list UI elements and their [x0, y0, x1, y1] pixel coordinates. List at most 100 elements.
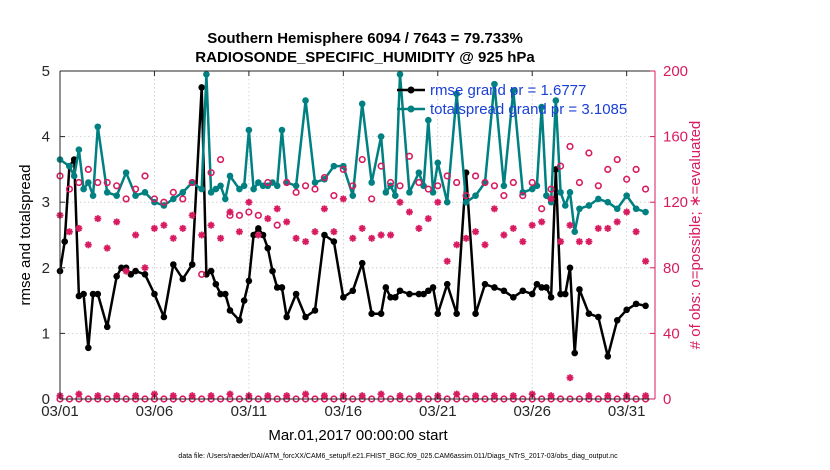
- obs-possible-point: [443, 172, 451, 180]
- obs-evaluated-point: [283, 218, 291, 226]
- obs-evaluated-point: [415, 224, 423, 232]
- obs-evaluated-point: [632, 228, 640, 236]
- totalspread-point: [311, 179, 319, 186]
- totalspread-point: [406, 189, 413, 196]
- footer-data-file: data file: /Users/raeder/DAI/ATM_forcXX/…: [178, 453, 618, 460]
- totalspread-point: [632, 205, 640, 213]
- rmse-point: [358, 259, 366, 267]
- obs-possible-point: [283, 178, 291, 187]
- totalspread-point: [595, 195, 602, 203]
- totalspread-point: [221, 195, 229, 203]
- obs-evaluated-point: [226, 390, 234, 398]
- rmse-point: [302, 313, 309, 321]
- rmse-point: [151, 290, 158, 298]
- obs-evaluated-point: [472, 228, 480, 236]
- obs-evaluated-point: [585, 392, 593, 400]
- totalspread-point: [561, 202, 569, 209]
- series-obs_possible: [56, 142, 650, 278]
- obs-evaluated-point: [94, 215, 102, 223]
- legend-spread-marker: [407, 105, 415, 113]
- totalspread-point: [462, 198, 470, 206]
- totalspread-point: [382, 189, 390, 196]
- obs-evaluated-point: [453, 241, 461, 249]
- obs-evaluated-point: [311, 228, 319, 236]
- totalspread-point: [217, 182, 224, 190]
- x-tick-label: 03/26: [513, 403, 551, 420]
- rmse-point: [533, 280, 541, 288]
- series-obs_evaluated: [56, 195, 650, 275]
- obs-evaluated-point: [377, 390, 385, 398]
- obs-possible-point: [575, 178, 584, 187]
- obs-possible-point: [141, 172, 149, 180]
- rmse-point: [273, 284, 281, 291]
- totalspread-point: [528, 185, 536, 193]
- rmse-point: [623, 306, 630, 314]
- obs-evaluated-point: [217, 234, 225, 242]
- rmse-point: [528, 290, 536, 298]
- obs-evaluated-point: [188, 392, 196, 400]
- totalspread-point: [203, 70, 210, 78]
- totalspread-point: [66, 162, 73, 170]
- y-left-tick-label: 1: [42, 325, 50, 342]
- obs-possible-point: [179, 195, 187, 203]
- totalspread-point: [75, 146, 83, 154]
- obs-evaluated-point: [424, 215, 432, 223]
- obs-possible-point: [75, 178, 83, 187]
- obs-possible-point: [613, 155, 621, 164]
- rmse-point: [429, 284, 437, 291]
- totalspread-point: [94, 123, 102, 131]
- obs-evaluated-point: [320, 205, 328, 213]
- totalspread-point: [557, 189, 564, 196]
- rmse-point: [382, 284, 390, 291]
- obs-possible-point: [188, 178, 196, 187]
- totalspread-point: [273, 182, 281, 190]
- obs-possible-point: [216, 155, 225, 164]
- obs-possible-point: [623, 175, 631, 183]
- obs-possible-point: [594, 182, 602, 190]
- obs-evaluated-point: [235, 228, 243, 236]
- obs-possible-point: [301, 182, 310, 190]
- legend-rmse-label: rmse grand pr = 1.6777: [430, 82, 586, 99]
- legend: rmse grand pr = 1.6777 totalspread grand…: [397, 82, 627, 118]
- rmse-point: [226, 307, 234, 314]
- obs-possible-point: [264, 178, 272, 187]
- totalspread-point: [623, 192, 630, 199]
- totalspread-point: [240, 182, 248, 190]
- rmse-point: [264, 244, 272, 252]
- totalspread-point: [255, 179, 262, 186]
- rmse-point: [377, 310, 385, 318]
- obs-possible-point: [453, 178, 461, 187]
- obs-evaluated-point: [642, 392, 650, 400]
- obs-possible-point: [368, 195, 376, 203]
- totalspread-point: [434, 159, 442, 167]
- totalspread-point: [179, 189, 187, 196]
- obs-evaluated-point: [103, 244, 111, 252]
- rmse-point: [420, 290, 427, 298]
- obs-evaluated-point: [169, 234, 177, 242]
- obs-evaluated-point: [434, 198, 442, 206]
- obs-evaluated-point: [339, 195, 347, 203]
- totalspread-point: [141, 189, 149, 196]
- obs-evaluated-point: [132, 392, 140, 400]
- totalspread-point: [170, 195, 177, 203]
- rmse-point: [259, 231, 267, 239]
- x-axis-label: Mar.01,2017 00:00:00 start: [268, 427, 448, 444]
- obs-possible-point: [566, 142, 574, 151]
- rmse-point: [113, 273, 120, 280]
- rmse-point: [571, 349, 579, 357]
- rmse-point: [543, 284, 550, 291]
- rmse-point: [595, 313, 602, 321]
- obs-evaluated-point: [377, 231, 385, 239]
- obs-possible-point: [273, 221, 281, 229]
- y-right-tick-label: 200: [663, 63, 688, 80]
- obs-possible-point: [235, 211, 244, 219]
- obs-evaluated-point: [405, 208, 413, 216]
- rmse-point: [406, 290, 413, 298]
- y-left-tick-label: 3: [42, 194, 50, 211]
- rmse-point: [491, 284, 498, 291]
- rmse-point: [576, 286, 583, 293]
- obs-evaluated-point: [179, 224, 187, 232]
- obs-evaluated-point: [320, 392, 328, 400]
- obs-possible-point: [481, 178, 489, 187]
- obs-evaluated-point: [557, 238, 565, 246]
